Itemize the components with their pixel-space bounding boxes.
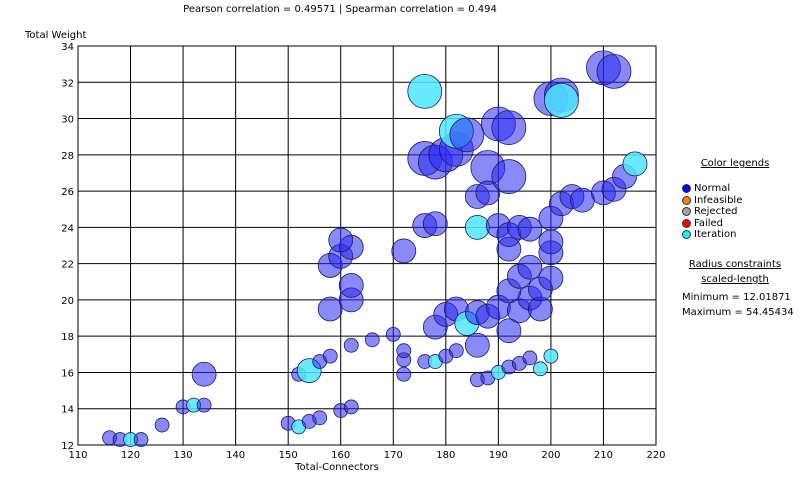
data-point (191, 361, 217, 387)
data-point (154, 417, 170, 433)
y-tick-label: 22 (61, 260, 74, 271)
data-point (396, 366, 412, 382)
legend-swatch-rejected (682, 207, 691, 217)
x-tick-label: 150 (279, 450, 298, 461)
chart-subtitle: Pearson correlation = 0.49571 | Spearman… (183, 4, 497, 15)
y-tick-label: 24 (61, 223, 74, 234)
data-point (364, 332, 380, 348)
plot-border (77, 45, 657, 446)
x-axis-label: Total-Connectors (294, 462, 379, 473)
data-point (464, 332, 490, 358)
data-point (538, 265, 564, 291)
radius-title: Radius constraints (688, 259, 782, 270)
y-tick-label: 34 (61, 42, 74, 53)
data-point (491, 159, 527, 194)
data-point (517, 254, 543, 280)
data-point (533, 361, 548, 377)
data-point (544, 83, 579, 118)
legend-swatch-normal (682, 184, 691, 194)
data-point (343, 337, 359, 353)
data-point (543, 348, 559, 364)
y-tick-label: 14 (61, 405, 74, 416)
y-tick-label: 20 (61, 296, 74, 307)
y-tick-label: 28 (61, 151, 74, 162)
x-tick-label: 140 (226, 450, 245, 461)
data-point (328, 227, 354, 253)
data-point (464, 214, 490, 240)
data-point (407, 73, 443, 109)
legend-swatch-failed (682, 218, 691, 228)
radius-minimum: Minimum = 12.01871 (682, 292, 791, 303)
legend-label: Infeasible (694, 194, 743, 206)
data-point (422, 211, 448, 237)
radius-maximum: Maximum = 54.45434 (682, 307, 794, 318)
y-axis-label: Total Weight (24, 30, 86, 41)
data-point (491, 110, 527, 146)
legend-item-iteration: Iteration (676, 229, 794, 241)
legend-label: Normal (694, 183, 731, 195)
y-tick-label: 26 (61, 187, 74, 198)
data-point (338, 272, 364, 298)
legend-item-infeasible: Infeasible (676, 195, 794, 207)
x-tick-label: 190 (489, 450, 508, 461)
y-tick-label: 32 (61, 78, 74, 89)
legend-swatch-infeasible (682, 195, 691, 205)
data-point (396, 343, 412, 359)
data-point (496, 318, 522, 344)
x-tick-label: 220 (646, 450, 665, 461)
data-point (448, 343, 464, 359)
data-point (570, 187, 595, 213)
data-point (475, 180, 501, 206)
data-point (522, 350, 538, 366)
x-tick-label: 170 (384, 450, 403, 461)
y-tick-label: 12 (61, 441, 74, 452)
legend-item-normal: Normal (676, 183, 794, 195)
x-tick-label: 180 (436, 450, 455, 461)
legend-label: Rejected (694, 206, 738, 218)
color-legend: Color legends Normal Infeasible Rejected… (676, 158, 794, 241)
legend-item-failed: Failed (676, 218, 794, 230)
data-point (322, 348, 338, 364)
data-point (391, 238, 417, 264)
x-tick-label: 130 (174, 450, 193, 461)
x-tick-label: 200 (541, 450, 560, 461)
legend-label: Iteration (694, 229, 737, 241)
legend-item-rejected: Rejected (676, 206, 794, 218)
y-tick-label: 18 (61, 332, 74, 343)
data-point (133, 432, 149, 447)
y-tick-label: 30 (61, 115, 74, 126)
data-point (385, 326, 401, 342)
data-point (317, 296, 343, 322)
data-point (517, 216, 543, 242)
data-point (312, 410, 328, 426)
x-tick-label: 210 (594, 450, 613, 461)
x-tick-label: 160 (331, 450, 350, 461)
legend-title: Color legends (700, 158, 770, 169)
data-point (196, 397, 212, 413)
legend-label: Failed (694, 217, 724, 229)
radius-subtitle: scaled-length (701, 274, 769, 285)
x-tick-label: 110 (68, 450, 87, 461)
y-tick-label: 16 (61, 368, 74, 379)
data-point (449, 117, 485, 153)
legend-swatch-iteration (682, 230, 691, 240)
data-point (538, 229, 564, 255)
data-point (596, 53, 632, 89)
radius-constraints: Radius constraints scaled-length Minimum… (676, 257, 794, 320)
data-point (622, 151, 648, 177)
data-point (343, 399, 359, 415)
x-tick-label: 120 (121, 450, 140, 461)
